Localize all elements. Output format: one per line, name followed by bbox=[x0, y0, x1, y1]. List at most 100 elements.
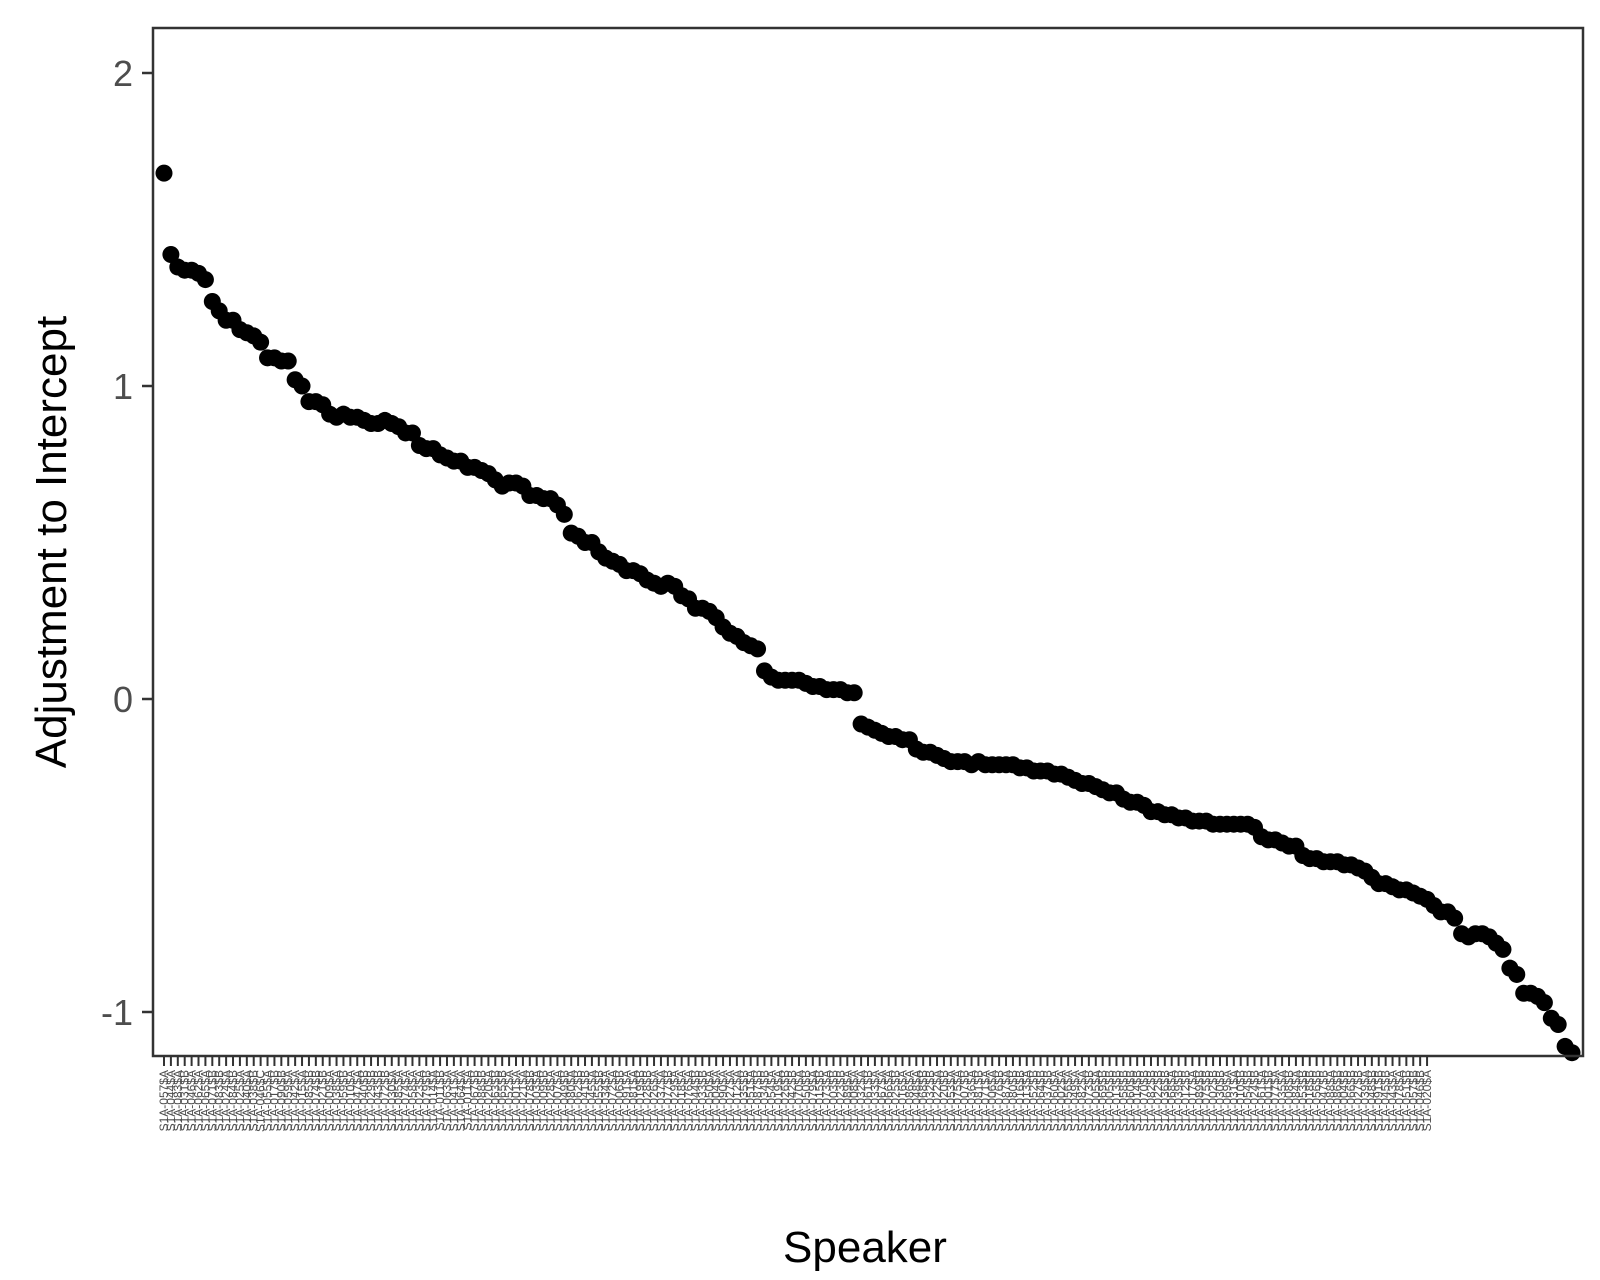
x-tick-label: S1A-040$B bbox=[357, 1070, 371, 1131]
x-tick-label: S1A-084$B bbox=[226, 1070, 240, 1131]
x-tick-label: S1A-035$A bbox=[1275, 1070, 1289, 1131]
x-tick-label: S1A-039$B bbox=[1172, 1070, 1186, 1131]
x-tick-label: S1A-045$A bbox=[585, 1070, 599, 1131]
data-point bbox=[1549, 1016, 1567, 1034]
x-tick-label: S1A-071$B bbox=[205, 1070, 219, 1131]
x-tick-label: S1A-018$B bbox=[1303, 1070, 1317, 1131]
x-tick-label: S1A-081$B bbox=[971, 1070, 985, 1131]
x-tick-label: S1A-070$A bbox=[792, 1070, 806, 1131]
x-tick-label: S1A-011$A bbox=[461, 1070, 475, 1131]
x-tick-label: S1A-001$B bbox=[1261, 1070, 1275, 1131]
x-tick-label: S1A-062$A bbox=[192, 1070, 206, 1131]
x-tick-label: S1A-059$A bbox=[281, 1070, 295, 1131]
x-tick-label: S1A-002$B bbox=[1206, 1070, 1220, 1131]
x-tick-label: S1A-017$B bbox=[267, 1070, 281, 1131]
x-tick-label: S1A-031$B bbox=[178, 1070, 192, 1131]
x-tick-label: S1A-051$B bbox=[1399, 1070, 1413, 1131]
x-tick-label: S1A-043$B bbox=[371, 1070, 385, 1131]
y-tick-label: 0 bbox=[113, 679, 133, 720]
x-tick-label: S1A-020$A bbox=[1420, 1070, 1434, 1131]
x-tick-label: S1A-030$B bbox=[1213, 1070, 1227, 1131]
x-tick-label: S1A-073$A bbox=[820, 1070, 834, 1131]
x-tick-label: S1A-007$A bbox=[550, 1070, 564, 1131]
data-point bbox=[252, 333, 270, 351]
x-tick-label: S1A-033$B bbox=[695, 1070, 709, 1131]
x-tick-label: S1A-063$B bbox=[488, 1070, 502, 1131]
x-tick-label: S1A-056$A bbox=[1061, 1070, 1075, 1131]
x-tick-label: S1A-001$A bbox=[509, 1070, 523, 1131]
x-tick-label: S1A-016$B bbox=[1013, 1070, 1027, 1131]
x-tick-label: S1A-091$A bbox=[619, 1070, 633, 1131]
data-point bbox=[279, 352, 297, 370]
x-tick-label: S1A-024$A bbox=[219, 1070, 233, 1131]
data-point bbox=[1446, 909, 1464, 927]
x-tick-label: S1A-026$B bbox=[778, 1070, 792, 1131]
x-tick-label: S1A-048$A bbox=[909, 1070, 923, 1131]
x-tick-label: S1A-082$A bbox=[1075, 1070, 1089, 1131]
x-tick-label: S1A-058$B bbox=[1116, 1070, 1130, 1131]
x-tick-label: S1A-012$B bbox=[1178, 1070, 1192, 1131]
x-tick-label: S1A-025$B bbox=[889, 1070, 903, 1131]
x-tick-label: S1A-080$A bbox=[564, 1070, 578, 1131]
x-tick-label: S1A-037$B bbox=[1040, 1070, 1054, 1131]
y-axis-ticks: -1 0 1 2 bbox=[101, 53, 153, 1033]
data-point bbox=[403, 424, 421, 442]
data-point bbox=[749, 640, 767, 658]
x-tick-label: S1A-004$A bbox=[709, 1070, 723, 1131]
x-tick-label: S1A-049$B bbox=[557, 1070, 571, 1131]
y-axis-title: Adjustment to Intercept bbox=[27, 316, 76, 768]
x-tick-label: S1A-064$B bbox=[1034, 1070, 1048, 1131]
x-tick-label: S1A-057$B bbox=[1406, 1070, 1420, 1131]
x-tick-label: S1A-003$A bbox=[530, 1070, 544, 1131]
x-tick-label: S1A-072$A bbox=[606, 1070, 620, 1131]
x-tick-label: S1A-089$A bbox=[840, 1070, 854, 1131]
x-tick-label: S1A-074$B bbox=[309, 1070, 323, 1131]
x-tick-label: S1A-081$A bbox=[626, 1070, 640, 1131]
x-tick-label: S1A-080$B bbox=[1006, 1070, 1020, 1131]
x-tick-label: S1A-034$B bbox=[757, 1070, 771, 1131]
data-point bbox=[555, 505, 573, 523]
x-tick-label: S1A-087$B bbox=[751, 1070, 765, 1131]
x-tick-label: S1A-077$B bbox=[661, 1070, 675, 1131]
x-tick-label: S1A-013$B bbox=[1109, 1070, 1123, 1131]
data-point bbox=[162, 246, 180, 264]
x-tick-label: S1A-066$A bbox=[882, 1070, 896, 1131]
x-tick-label: S1A-076$A bbox=[682, 1070, 696, 1131]
x-tick-label: S1A-074$A bbox=[399, 1070, 413, 1131]
x-tick-label: S1A-061$B bbox=[861, 1070, 875, 1131]
x-tick-label: S1A-069$B bbox=[1096, 1070, 1110, 1131]
x-tick-label: S1A-007$B bbox=[958, 1070, 972, 1131]
x-tick-label: S1A-024$B bbox=[1248, 1070, 1262, 1131]
x-tick-label: S1A-078$A bbox=[1392, 1070, 1406, 1131]
x-tick-label: S1A-061$A bbox=[1254, 1070, 1268, 1131]
x-tick-label: S1A-012$A bbox=[730, 1070, 744, 1131]
x-tick-label: S1A-021$A bbox=[516, 1070, 530, 1131]
x-tick-label: S1A-050$A bbox=[702, 1070, 716, 1131]
x-tick-label: S1A-032$B bbox=[923, 1070, 937, 1131]
x-tick-label: S1A-085$B bbox=[302, 1070, 316, 1131]
data-points bbox=[155, 164, 1581, 1062]
x-tick-label: S1A-041$B bbox=[578, 1070, 592, 1131]
x-tick-label: S1A-029$A bbox=[668, 1070, 682, 1131]
x-tick-label: S1A-005$B bbox=[1103, 1070, 1117, 1131]
x-tick-label: S1A-062$B bbox=[571, 1070, 585, 1131]
x-tick-label: S1A-044$A bbox=[164, 1070, 178, 1131]
x-tick-label: S1A-020$B bbox=[937, 1070, 951, 1131]
x-tick-label: S1A-028$A bbox=[544, 1070, 558, 1131]
x-tick-label: S1A-019$B bbox=[633, 1070, 647, 1131]
data-point bbox=[1563, 1044, 1581, 1062]
x-tick-label: S1A-045$B bbox=[1379, 1070, 1393, 1131]
x-tick-label: S1A-027$B bbox=[1351, 1070, 1365, 1131]
y-tick-label: -1 bbox=[101, 992, 133, 1033]
x-tick-label: S1A-051$A bbox=[744, 1070, 758, 1131]
x-tick-label: S1A-030$A bbox=[385, 1070, 399, 1131]
x-tick-label: S1A-086$A bbox=[902, 1070, 916, 1131]
x-tick-label: S1A-031$A bbox=[1227, 1070, 1241, 1131]
data-point bbox=[196, 271, 214, 289]
x-tick-label: S1A-055$B bbox=[592, 1070, 606, 1131]
x-tick-label: S1A-041$A bbox=[447, 1070, 461, 1131]
x-tick-label: S1A-042$B bbox=[785, 1070, 799, 1131]
x-tick-label: S1A-028$B bbox=[640, 1070, 654, 1131]
